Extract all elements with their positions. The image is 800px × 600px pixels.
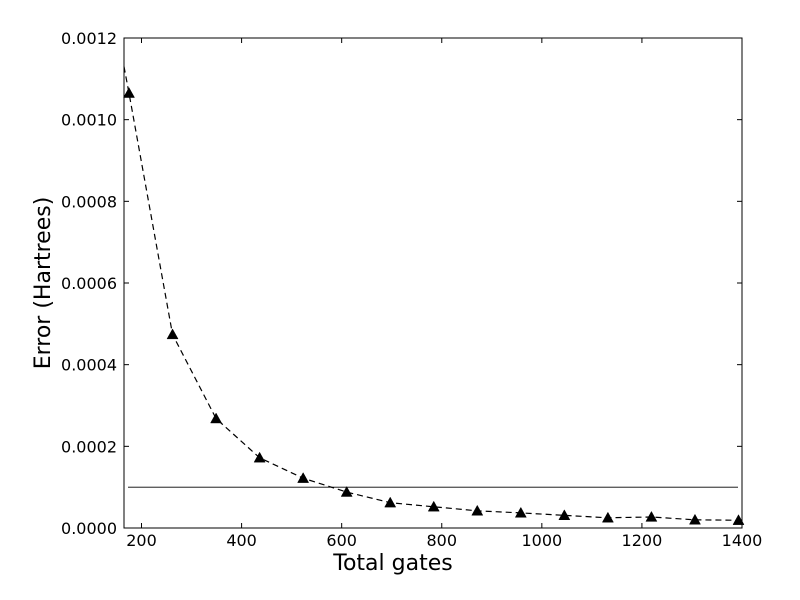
x-tick-label: 400 bbox=[226, 531, 257, 550]
data-point-marker bbox=[514, 506, 527, 518]
data-point-marker bbox=[689, 513, 701, 525]
data-point-marker bbox=[340, 486, 353, 497]
data-point-marker bbox=[645, 510, 658, 522]
y-tick-label: 0.0008 bbox=[61, 192, 117, 211]
y-tick-label: 0.0012 bbox=[61, 29, 117, 48]
data-point-marker bbox=[166, 328, 179, 340]
y-tick-label: 0.0010 bbox=[61, 111, 117, 130]
plot-area bbox=[124, 38, 742, 528]
y-ticks: 0.0000 0.0002 0.0004 0.0006 0.0008 0.0010 0.00… bbox=[61, 29, 742, 538]
data-point-marker bbox=[123, 87, 135, 98]
data-point-marker bbox=[558, 509, 571, 520]
y-tick-label: 0.0004 bbox=[61, 356, 117, 375]
data-point-marker bbox=[732, 514, 745, 525]
series-line bbox=[123, 66, 739, 521]
y-tick-label: 0.0000 bbox=[61, 519, 117, 538]
data-point-marker bbox=[297, 472, 310, 483]
data-point-marker bbox=[253, 451, 266, 463]
x-tick-label: 1400 bbox=[722, 531, 763, 550]
x-tick-label: 1000 bbox=[521, 531, 562, 550]
series-layer bbox=[123, 66, 745, 525]
x-ticks: 200 400 600 800 1000 1200 1400 bbox=[126, 38, 762, 550]
data-point-marker bbox=[427, 500, 440, 512]
y-tick-label: 0.0002 bbox=[61, 437, 117, 456]
x-tick-label: 1200 bbox=[622, 531, 663, 550]
x-tick-label: 200 bbox=[126, 531, 157, 550]
x-tick-label: 800 bbox=[426, 531, 457, 550]
data-point-marker bbox=[384, 496, 397, 508]
x-tick-label: 600 bbox=[326, 531, 357, 550]
x-axis-label: Total gates bbox=[332, 551, 452, 576]
y-tick-label: 0.0006 bbox=[61, 274, 117, 293]
data-point-marker bbox=[601, 511, 614, 523]
data-point-marker bbox=[210, 412, 222, 424]
data-point-marker bbox=[471, 504, 484, 516]
y-axis-label: Error (Hartrees) bbox=[31, 197, 56, 370]
